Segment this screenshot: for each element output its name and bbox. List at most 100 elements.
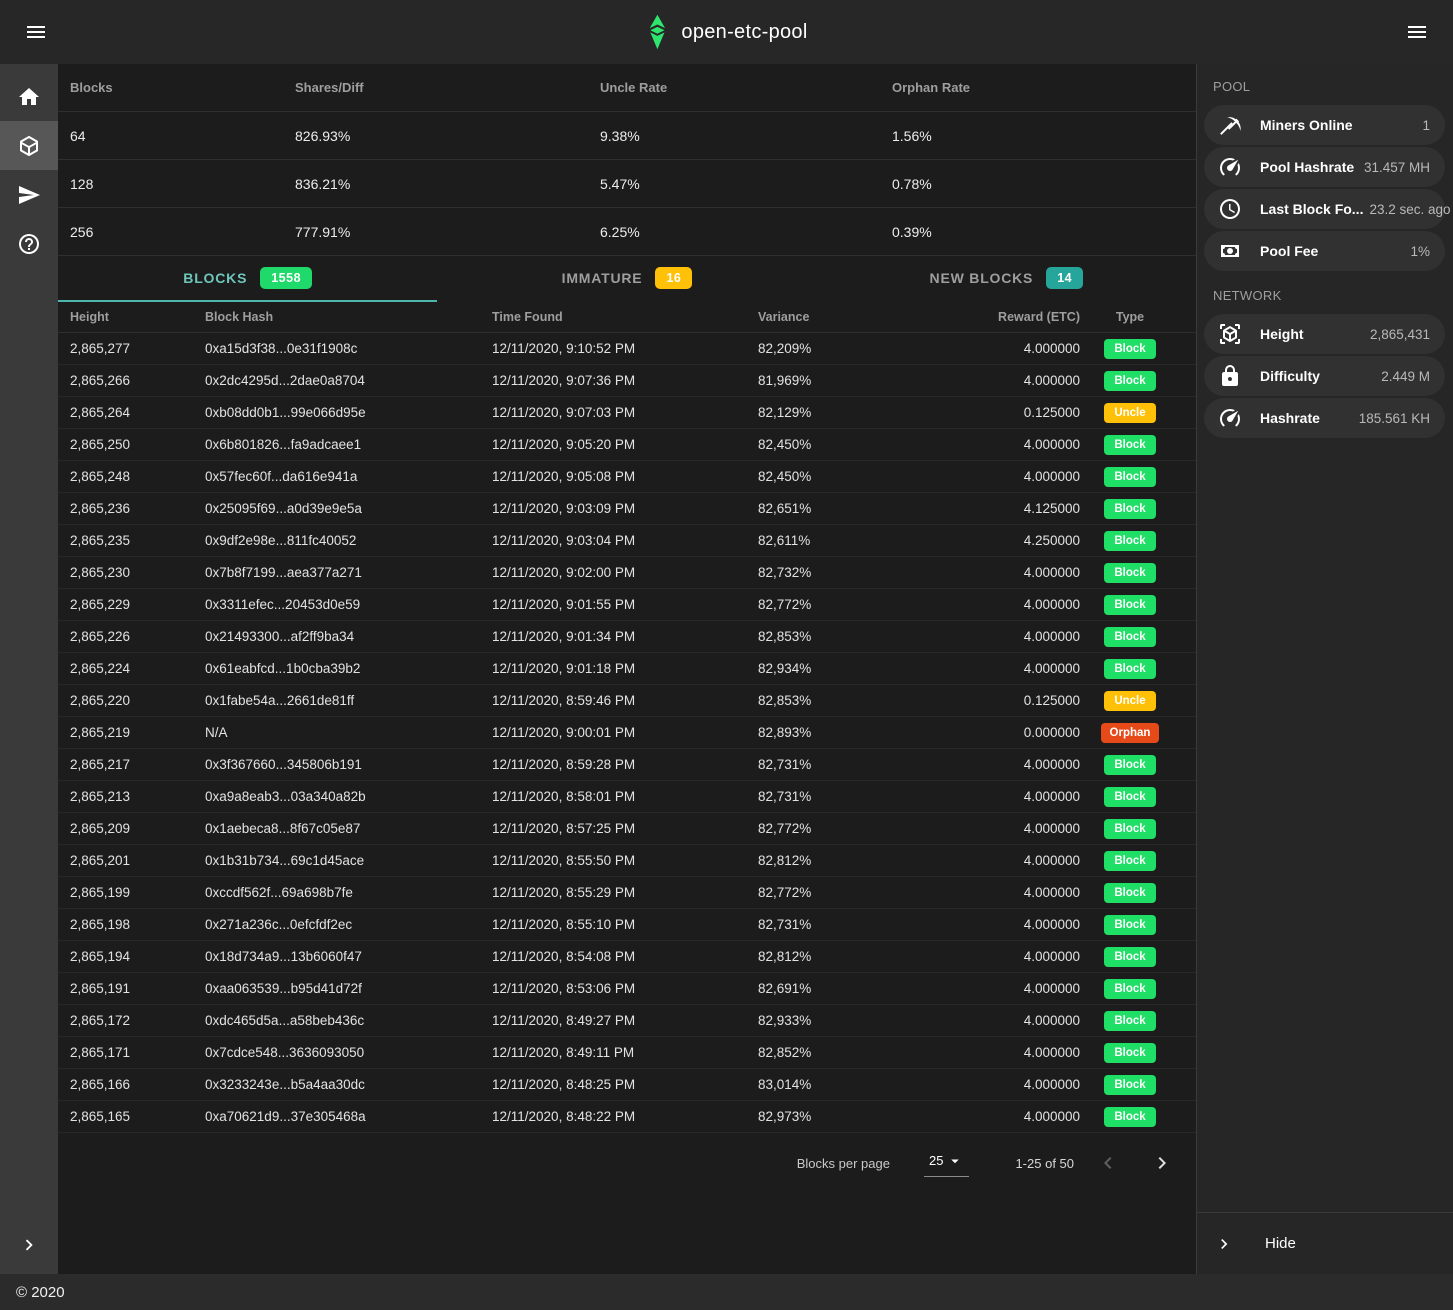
block-row[interactable]: 2,865,2300x7b8f7199...aea377a27112/11/20… [58, 557, 1196, 589]
block-hash: 0x1b31b734...69c1d45ace [205, 853, 492, 868]
stat-label: Miners Online [1260, 117, 1353, 133]
sidebar-item-cube[interactable] [0, 121, 58, 170]
block-time-found: 12/11/2020, 9:03:09 PM [492, 501, 758, 516]
tab-label: IMMATURE [562, 270, 643, 286]
block-row[interactable]: 2,865,2260x21493300...af2ff9ba3412/11/20… [58, 621, 1196, 653]
block-hash: 0x18d734a9...13b6060f47 [205, 949, 492, 964]
block-row[interactable]: 2,865,219N/A12/11/2020, 9:00:01 PM82,893… [58, 717, 1196, 749]
content-filler [58, 1193, 1196, 1274]
block-row[interactable]: 2,865,2660x2dc4295d...2dae0a870412/11/20… [58, 365, 1196, 397]
sidebar-expand-button[interactable] [0, 1216, 58, 1274]
block-type-badge: Block [1104, 435, 1156, 455]
block-row[interactable]: 2,865,1720xdc465d5a...a58beb436c12/11/20… [58, 1005, 1196, 1037]
block-type-cell: Block [1080, 595, 1180, 615]
block-height: 2,865,220 [70, 693, 205, 708]
block-row[interactable]: 2,865,1940x18d734a9...13b6060f4712/11/20… [58, 941, 1196, 973]
block-reward: 4.000000 [930, 1109, 1080, 1124]
block-row[interactable]: 2,865,2290x3311efec...20453d0e5912/11/20… [58, 589, 1196, 621]
block-row[interactable]: 2,865,1650xa70621d9...37e305468a12/11/20… [58, 1101, 1196, 1133]
stat-value: 23.2 sec. ago [1363, 202, 1450, 217]
sidebar-item-help[interactable] [0, 219, 58, 268]
tab-immature[interactable]: IMMATURE 16 [437, 256, 816, 302]
block-time-found: 12/11/2020, 8:48:25 PM [492, 1077, 758, 1092]
column-header: Height [70, 310, 205, 324]
block-height: 2,865,229 [70, 597, 205, 612]
block-height: 2,865,209 [70, 821, 205, 836]
block-variance: 82,812% [758, 853, 930, 868]
block-variance: 82,853% [758, 629, 930, 644]
main-content: Blocks Shares/Diff Uncle Rate Orphan Rat… [58, 64, 1196, 1274]
block-time-found: 12/11/2020, 8:55:50 PM [492, 853, 758, 868]
block-variance: 82,852% [758, 1045, 930, 1060]
page-size-select[interactable]: 25 [924, 1150, 969, 1177]
block-height: 2,865,198 [70, 917, 205, 932]
sidebar-item-send[interactable] [0, 170, 58, 219]
block-row[interactable]: 2,865,1990xccdf562f...69a698b7fe12/11/20… [58, 877, 1196, 909]
block-type-cell: Block [1080, 499, 1180, 519]
clock-icon [1218, 197, 1242, 221]
chevron-right-icon [1150, 1151, 1174, 1175]
block-row[interactable]: 2,865,1710x7cdce548...363609305012/11/20… [58, 1037, 1196, 1069]
block-time-found: 12/11/2020, 8:57:25 PM [492, 821, 758, 836]
block-height: 2,865,236 [70, 501, 205, 516]
block-hash: 0x9df2e98e...811fc40052 [205, 533, 492, 548]
block-time-found: 12/11/2020, 8:55:10 PM [492, 917, 758, 932]
block-row[interactable]: 2,865,2130xa9a8eab3...03a340a82b12/11/20… [58, 781, 1196, 813]
tab-count-badge: 16 [655, 267, 692, 289]
block-type-cell: Block [1080, 819, 1180, 839]
block-row[interactable]: 2,865,1910xaa063539...b95d41d72f12/11/20… [58, 973, 1196, 1005]
block-variance: 82,732% [758, 565, 930, 580]
block-row[interactable]: 2,865,2090x1aebeca8...8f67c05e8712/11/20… [58, 813, 1196, 845]
stat-item-miners-online: Miners Online1 [1204, 105, 1445, 145]
block-reward: 4.000000 [930, 789, 1080, 804]
network-stats-list: Height2,865,431Difficulty2.449 MHashrate… [1197, 312, 1453, 440]
block-hash: 0xb08dd0b1...99e066d95e [205, 405, 492, 420]
column-header: Reward (ETC) [930, 310, 1080, 324]
column-header: Orphan Rate [892, 80, 1196, 95]
stats-cell: 826.93% [295, 128, 600, 144]
block-row[interactable]: 2,865,2770xa15d3f38...0e31f1908c12/11/20… [58, 333, 1196, 365]
block-row[interactable]: 2,865,2640xb08dd0b1...99e066d95e12/11/20… [58, 397, 1196, 429]
block-row[interactable]: 2,865,2350x9df2e98e...811fc4005212/11/20… [58, 525, 1196, 557]
block-row[interactable]: 2,865,2500x6b801826...fa9adcaee112/11/20… [58, 429, 1196, 461]
menu-button-right[interactable] [1397, 12, 1437, 52]
block-row[interactable]: 2,865,2170x3f367660...345806b19112/11/20… [58, 749, 1196, 781]
block-type-badge: Uncle [1104, 403, 1156, 423]
block-hash: 0x3233243e...b5a4aa30dc [205, 1077, 492, 1092]
sidebar-item-home[interactable] [0, 72, 58, 121]
block-row[interactable]: 2,865,1980x271a236c...0efcfdf2ec12/11/20… [58, 909, 1196, 941]
chevron-left-icon [1096, 1151, 1120, 1175]
stats-cell: 128 [70, 176, 295, 192]
block-row[interactable]: 2,865,1660x3233243e...b5a4aa30dc12/11/20… [58, 1069, 1196, 1101]
block-row[interactable]: 2,865,2480x57fec60f...da616e941a12/11/20… [58, 461, 1196, 493]
block-row[interactable]: 2,865,2360x25095f69...a0d39e9e5a12/11/20… [58, 493, 1196, 525]
luck-stats-row: 256777.91%6.25%0.39% [58, 208, 1196, 256]
brand: open-etc-pool [645, 13, 807, 51]
menu-button-left[interactable] [16, 12, 56, 52]
block-type-cell: Block [1080, 947, 1180, 967]
block-row[interactable]: 2,865,2200x1fabe54a...2661de81ff12/11/20… [58, 685, 1196, 717]
tab-blocks[interactable]: BLOCKS1558 [58, 256, 437, 302]
block-time-found: 12/11/2020, 8:49:11 PM [492, 1045, 758, 1060]
stats-cell: 0.78% [892, 176, 1196, 192]
block-reward: 4.000000 [930, 1077, 1080, 1092]
previous-page-button[interactable] [1088, 1143, 1128, 1183]
block-row[interactable]: 2,865,2010x1b31b734...69c1d45ace12/11/20… [58, 845, 1196, 877]
tab-new-blocks[interactable]: NEW BLOCKS14 [817, 256, 1196, 302]
block-reward: 4.125000 [930, 501, 1080, 516]
block-variance: 82,973% [758, 1109, 930, 1124]
block-row[interactable]: 2,865,2240x61eabfcd...1b0cba39b212/11/20… [58, 653, 1196, 685]
stat-label: Last Block Fo... [1260, 201, 1363, 217]
block-type-badge: Block [1104, 467, 1156, 487]
block-time-found: 12/11/2020, 8:59:46 PM [492, 693, 758, 708]
block-time-found: 12/11/2020, 9:05:20 PM [492, 437, 758, 452]
next-page-button[interactable] [1142, 1143, 1182, 1183]
block-type-badge: Block [1104, 1107, 1156, 1127]
block-reward: 4.250000 [930, 533, 1080, 548]
hide-panel-button[interactable]: Hide [1197, 1212, 1453, 1274]
block-reward: 4.000000 [930, 1045, 1080, 1060]
block-type-badge: Block [1104, 819, 1156, 839]
block-type-badge: Block [1104, 659, 1156, 679]
block-time-found: 12/11/2020, 8:53:06 PM [492, 981, 758, 996]
block-variance: 82,772% [758, 821, 930, 836]
